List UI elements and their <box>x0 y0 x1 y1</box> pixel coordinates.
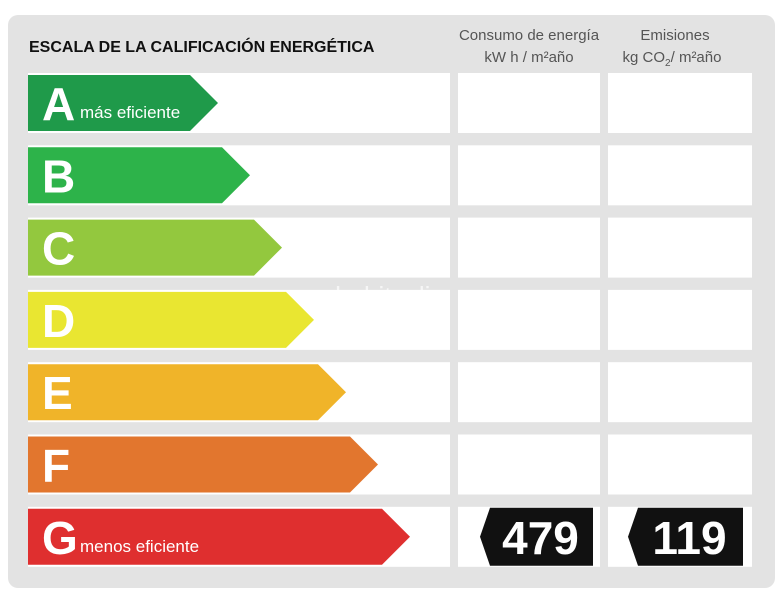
title: ESCALA DE LA CALIFICACIÓN ENERGÉTICA <box>29 37 375 56</box>
emissions-box <box>608 362 752 423</box>
consumption-box <box>458 289 600 350</box>
consumption-title: Consumo de energía <box>459 27 600 44</box>
rating-arrow <box>28 291 314 348</box>
emissions-unit: kg CO2/ m²año <box>623 49 722 69</box>
emissions-badge <box>628 507 743 566</box>
consumption-box <box>458 362 600 423</box>
rating-arrow <box>28 508 410 565</box>
consumption-value: 479 <box>502 512 579 564</box>
rating-label: más eficiente <box>80 103 180 122</box>
rating-letter: E <box>42 367 73 419</box>
consumption-badge <box>480 507 593 566</box>
emissions-box <box>608 289 752 350</box>
rating-arrow <box>28 364 346 421</box>
rating-label: menos eficiente <box>80 537 199 556</box>
rating-arrow <box>28 147 250 204</box>
consumption-box <box>458 434 600 495</box>
consumption-box <box>458 217 600 278</box>
unit-prefix: kg CO <box>623 49 666 66</box>
rating-arrow <box>28 436 378 493</box>
unit-subscript: 2 <box>665 58 671 69</box>
watermark: habitaclia <box>335 281 445 311</box>
emissions-box <box>608 434 752 495</box>
rating-arrow <box>28 219 282 276</box>
emissions-title: Emisiones <box>640 27 709 44</box>
rating-letter: A <box>42 78 75 130</box>
rating-letter: C <box>42 223 75 275</box>
emissions-box <box>608 145 752 206</box>
emissions-box <box>608 217 752 278</box>
rating-letter: D <box>42 295 75 347</box>
emissions-value: 119 <box>652 512 726 564</box>
consumption-box <box>458 73 600 133</box>
rating-letter: B <box>42 150 75 202</box>
rating-arrow <box>28 75 218 131</box>
consumption-unit: kW h / m²año <box>484 49 573 66</box>
rating-letter: G <box>42 512 78 564</box>
emissions-box <box>608 73 752 133</box>
consumption-box <box>458 145 600 206</box>
unit-suffix: / m²año <box>671 49 722 66</box>
rating-letter: F <box>42 440 70 492</box>
